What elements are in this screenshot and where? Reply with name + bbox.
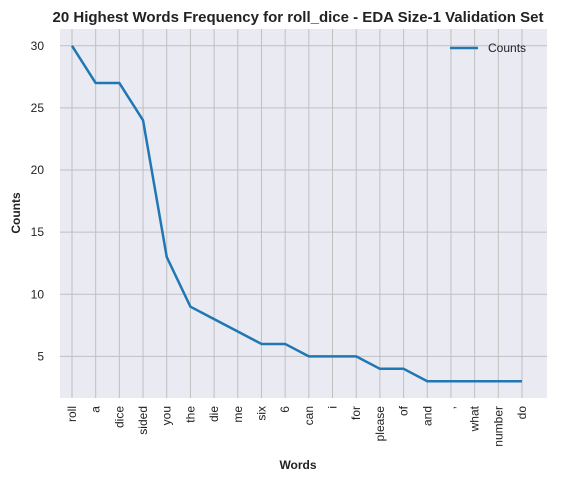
x-tick-label: i [326,406,340,409]
x-tick-label: die [207,406,221,422]
x-tick-label: the [183,406,197,423]
y-tick-label: 25 [31,101,45,115]
x-tick-label: , [444,406,458,409]
y-tick-label: 15 [31,225,45,239]
x-tick-label: do [515,406,529,420]
x-tick-label: 6 [278,406,292,413]
x-tick-label: please [373,406,387,442]
plot-area [60,29,547,398]
x-axis-label: Words [279,458,316,472]
x-axis-ticks: roll a dice sided you the die me six 6 can i for plea… [65,405,529,446]
x-tick-label: dice [112,406,126,428]
grid [60,29,547,398]
y-tick-label: 20 [31,163,45,177]
series-line-counts [70,45,522,383]
x-tick-label: and [420,406,434,426]
legend: Counts [450,41,526,55]
chart-title: 20 Highest Words Frequency for roll_dice… [53,9,544,26]
x-tick-label: what [468,405,482,432]
x-tick-label: roll [65,406,79,422]
x-tick-label: of [397,405,411,416]
x-tick-label: for [349,406,363,420]
x-tick-label: sided [136,406,150,435]
x-tick-label: can [302,406,316,425]
y-tick-label: 10 [31,287,45,301]
x-tick-label: you [160,406,174,425]
x-tick-label: me [231,406,245,423]
series-layer [70,45,522,383]
y-axis-ticks: 5 10 15 20 25 30 [31,39,45,364]
x-tick-label: a [89,406,103,413]
x-tick-label: number [491,406,505,447]
y-tick-label: 5 [37,349,44,363]
legend-label-counts: Counts [488,41,526,55]
y-tick-label: 30 [31,39,45,53]
y-axis-label: Counts [9,192,23,234]
x-tick-label: six [254,406,268,421]
